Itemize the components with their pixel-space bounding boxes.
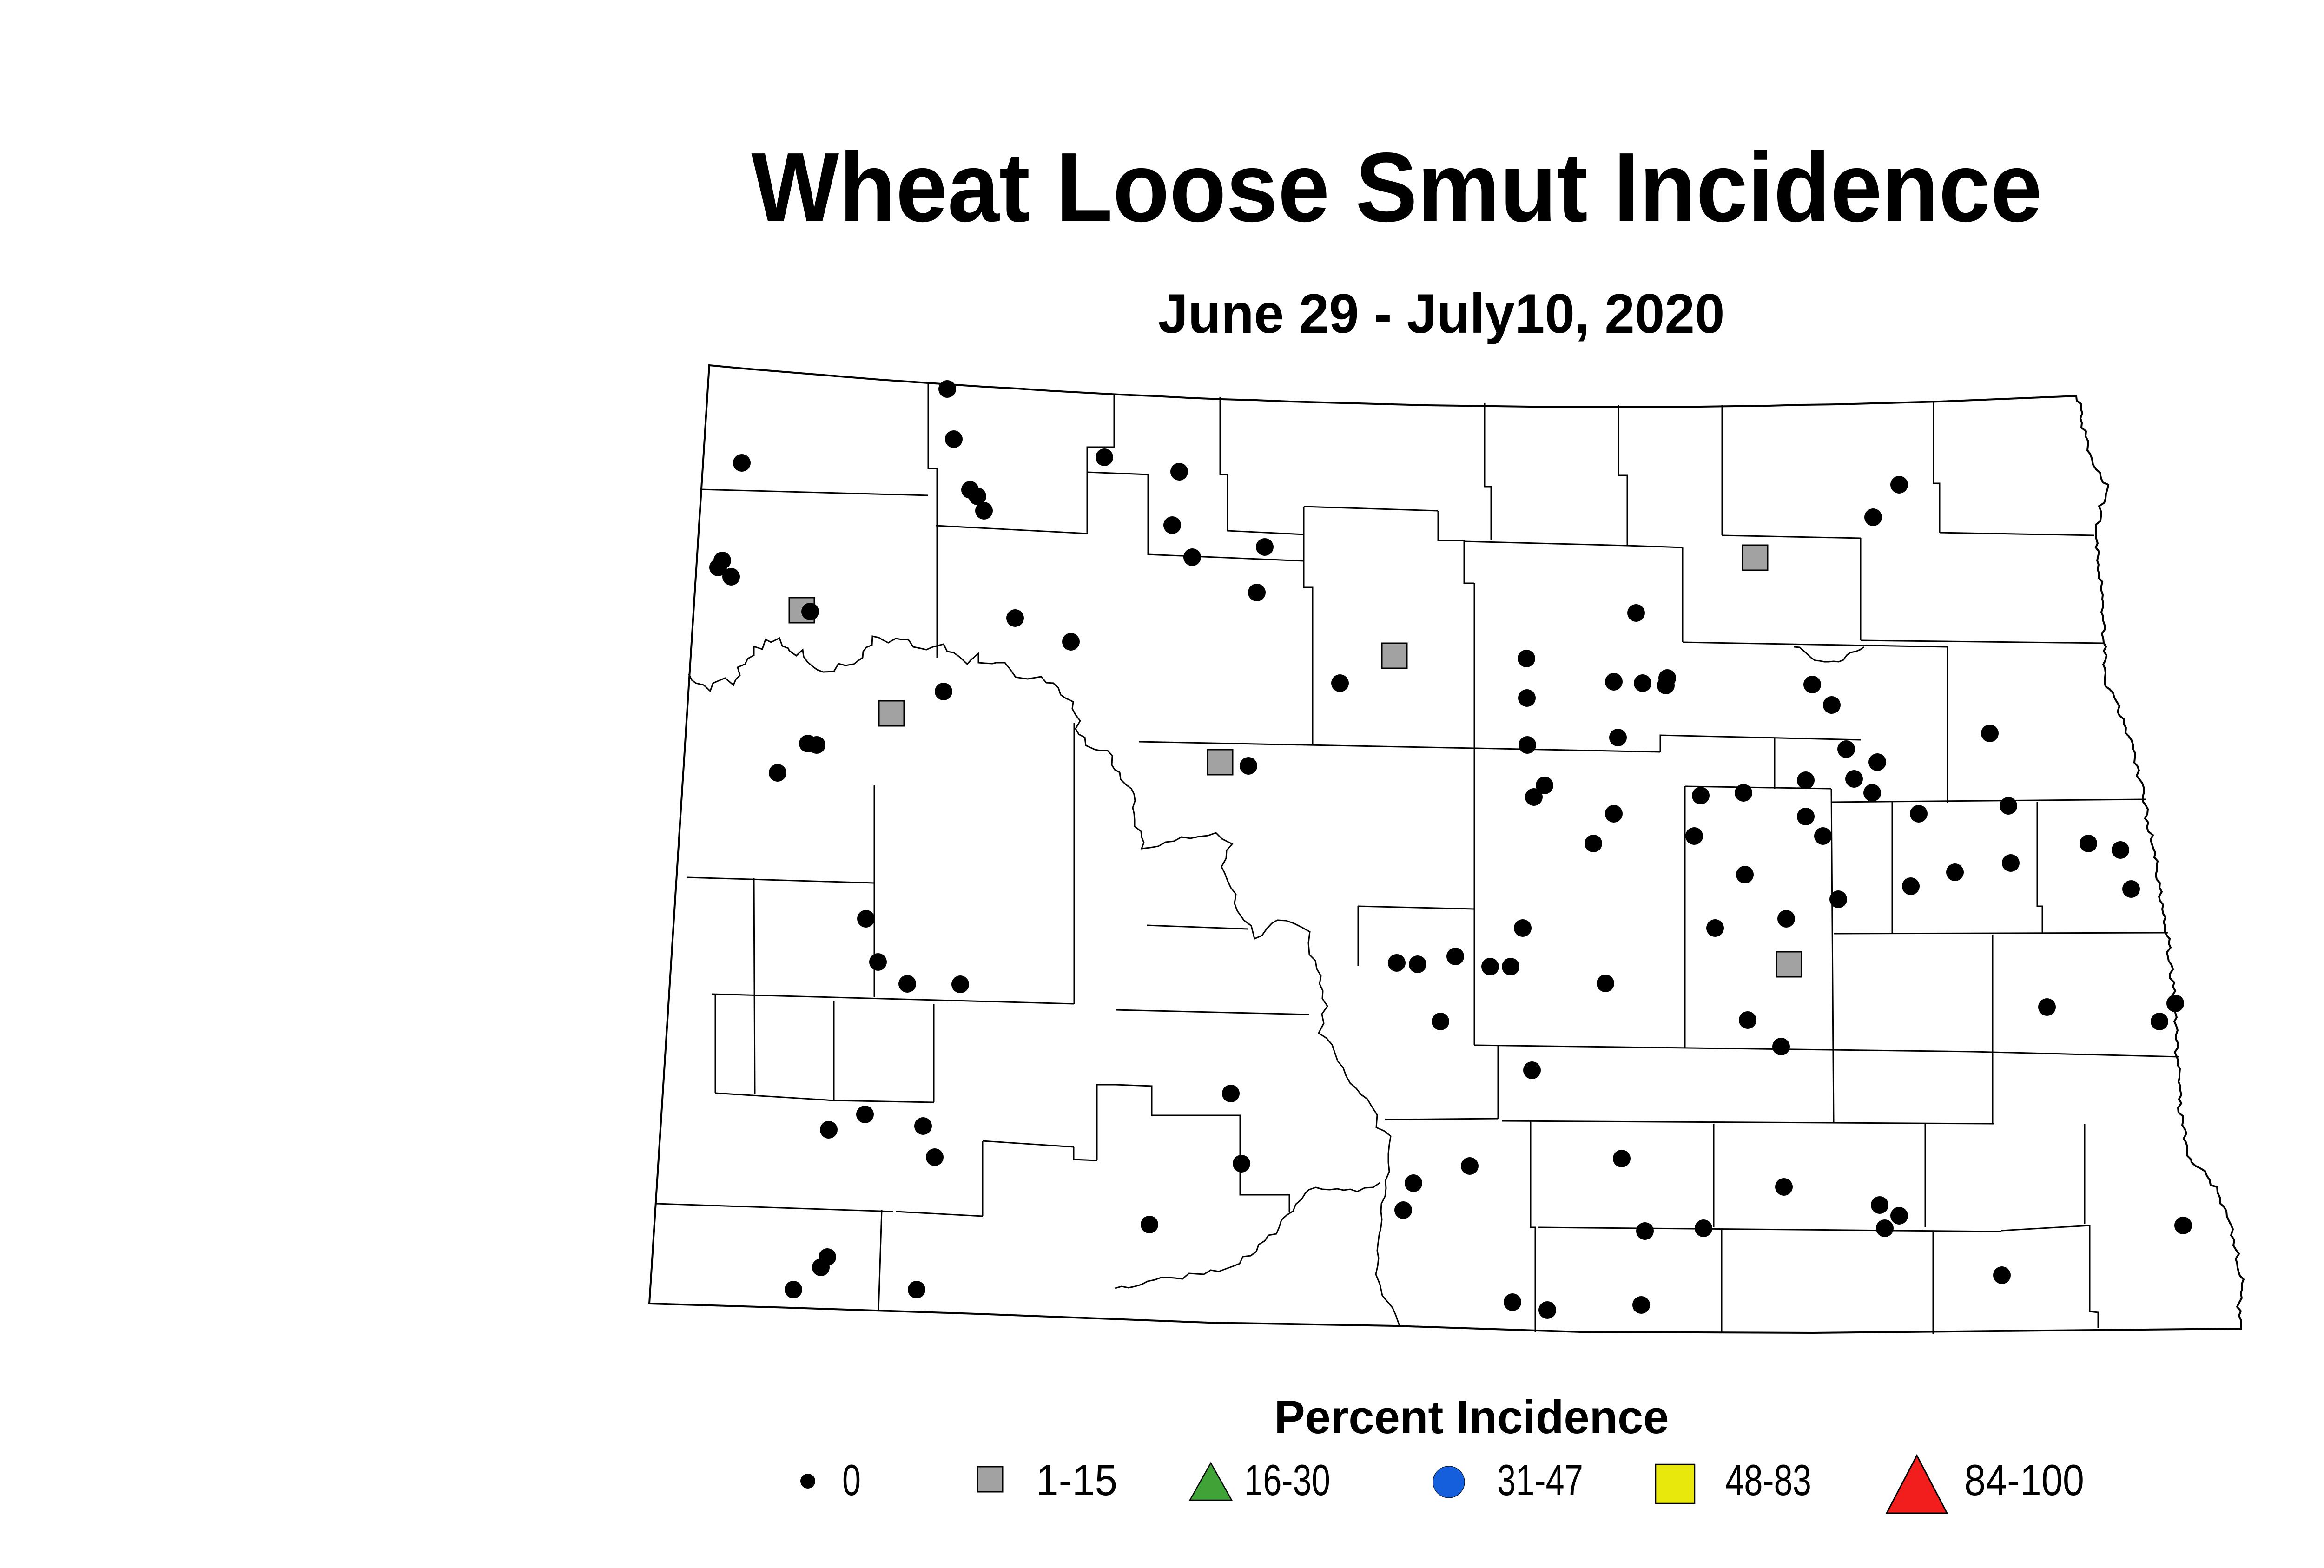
svg-text:31-47: 31-47 [1497, 1456, 1583, 1504]
svg-text:84-100: 84-100 [1964, 1456, 2084, 1504]
svg-text:48-83: 48-83 [1725, 1456, 1811, 1504]
svg-text:1-15: 1-15 [1036, 1456, 1117, 1504]
svg-text:Percent Incidence: Percent Incidence [1274, 1391, 1669, 1443]
svg-text:Wheat Loose Smut Incidence: Wheat Loose Smut Incidence [752, 132, 2042, 242]
svg-text:0: 0 [842, 1456, 861, 1504]
svg-text:16-30: 16-30 [1244, 1456, 1330, 1504]
svg-text:June 29 - July10, 2020: June 29 - July10, 2020 [1158, 283, 1725, 345]
